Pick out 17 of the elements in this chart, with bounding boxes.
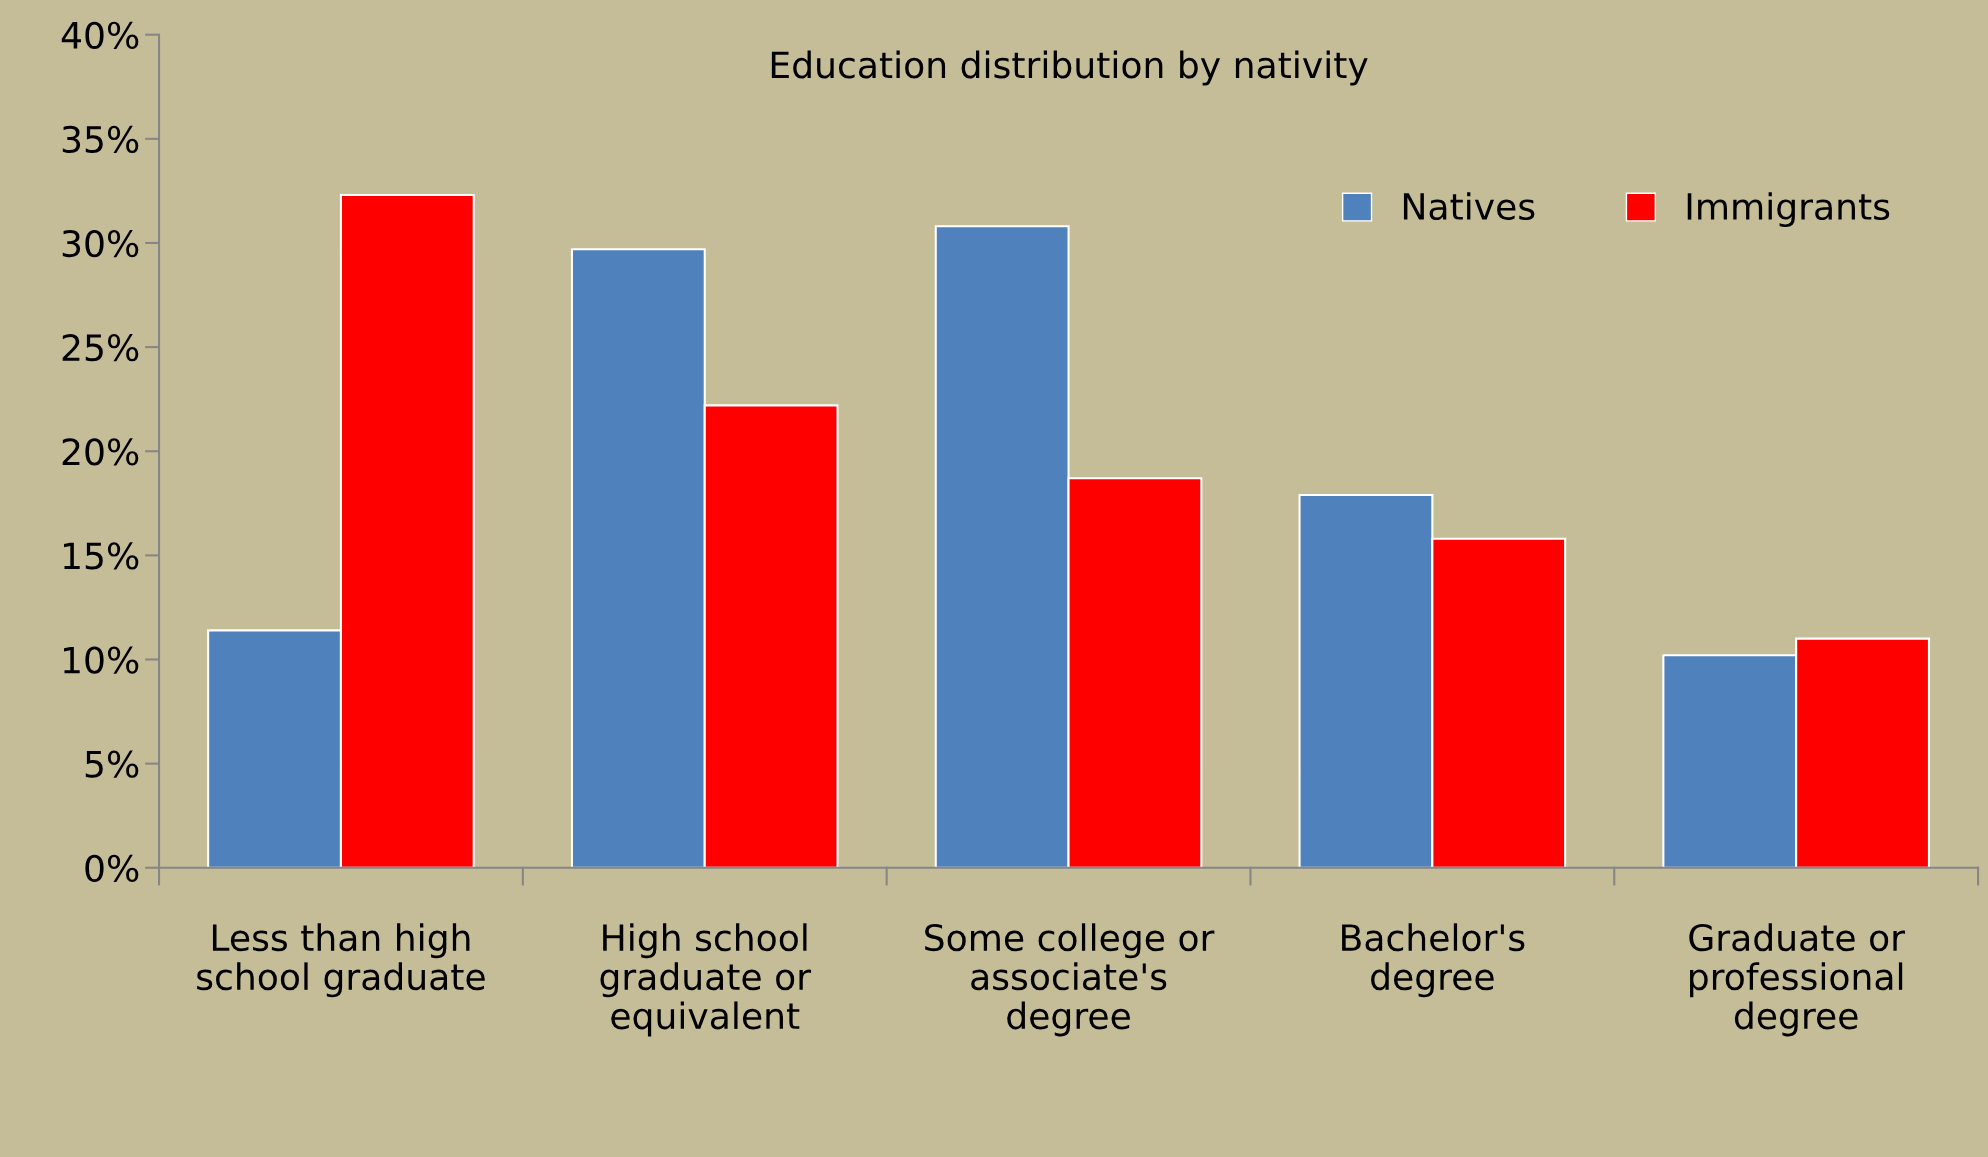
x-tick-label: High school graduate or equivalent xyxy=(600,923,812,1037)
legend-label: Immigrants xyxy=(1687,192,1890,228)
legend-label: Natives xyxy=(1403,192,1535,221)
y-tick-label: 25% xyxy=(62,334,139,362)
x-tick-label: Some college or associate's degree xyxy=(925,923,1215,1037)
y-tick-label: 35% xyxy=(62,125,139,154)
y-tick-label: 30% xyxy=(62,229,139,258)
x-tick-label: Less than high school graduate xyxy=(197,923,485,998)
y-tick-label: 40% xyxy=(61,21,139,49)
y-tick-label: 0% xyxy=(85,854,139,882)
x-tick-label: Graduate or professional degree xyxy=(1689,923,1905,1037)
y-tick-label: 5% xyxy=(85,750,139,778)
x-tick-label: Bachelor's degree xyxy=(1342,923,1525,998)
y-tick-label: 15% xyxy=(63,542,139,570)
y-tick-label: 20% xyxy=(62,438,139,466)
chart-title: Education distribution by nativity xyxy=(771,50,1368,86)
y-tick-label: 10% xyxy=(63,646,139,674)
